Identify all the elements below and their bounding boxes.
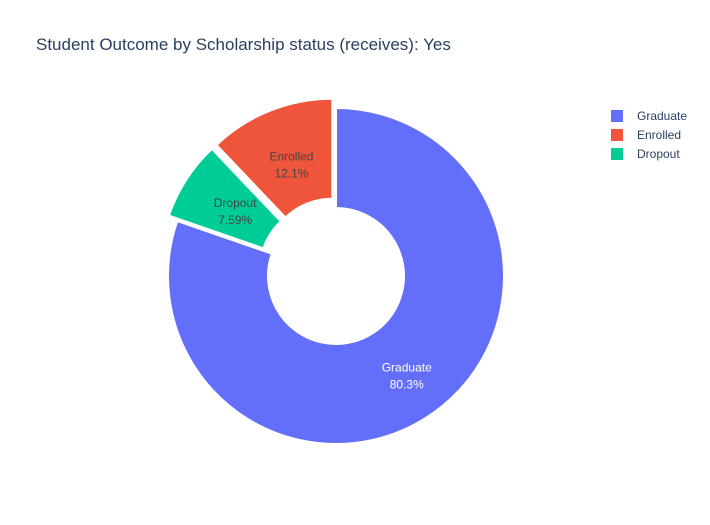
legend-swatch-graduate [611,110,623,122]
legend-swatch-enrolled [611,129,623,141]
slice-labels: Graduate 80.3% Dropout 7.59% Enrolled 12.1% [214,150,432,392]
legend-item-graduate[interactable]: Graduate [611,109,687,123]
slice-graduate[interactable] [167,106,505,445]
legend-label-enrolled: Enrolled [637,128,681,142]
slice-enrolled[interactable] [215,97,334,219]
legend[interactable]: Graduate Enrolled Dropout [611,109,687,161]
slice-label-enrolled: Enrolled 12.1% [269,150,313,181]
legend-swatch-dropout [611,148,623,160]
legend-label-graduate: Graduate [637,109,687,123]
legend-item-enrolled[interactable]: Enrolled [611,128,681,142]
chart-title: Student Outcome by Scholarship status (r… [36,35,451,54]
legend-label-dropout: Dropout [637,147,680,161]
slice-label-dropout: Dropout 7.59% [214,196,257,227]
legend-item-dropout[interactable]: Dropout [611,147,680,161]
slice-label-graduate: Graduate 80.3% [382,360,432,391]
slice-dropout[interactable] [167,147,283,250]
donut-slices [167,97,505,445]
